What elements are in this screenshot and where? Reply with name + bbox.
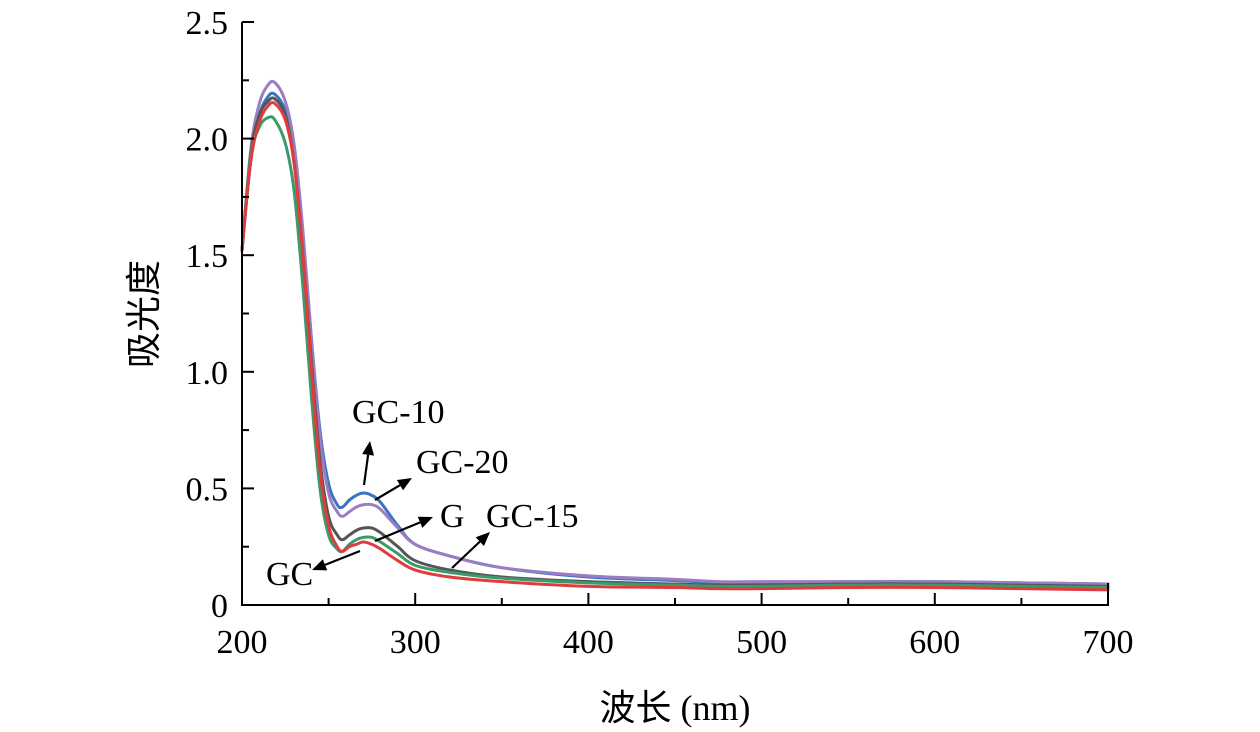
x-tick-label: 200 bbox=[217, 624, 268, 661]
annotation-gc-20-arrow-shaft bbox=[374, 484, 401, 501]
annotation-gc-10-arrow-head bbox=[362, 441, 375, 456]
annotation-gc-arrow-head bbox=[312, 559, 328, 571]
y-tick-label: 1.5 bbox=[186, 238, 229, 275]
annotation-gc-15-label: GC-15 bbox=[486, 498, 579, 535]
annotation-gc-20-label: GC-20 bbox=[416, 444, 509, 481]
y-tick-label: 2.0 bbox=[186, 122, 229, 159]
series-line-gc-20 bbox=[240, 79, 1110, 586]
x-tick-label: 500 bbox=[736, 624, 787, 661]
series-line-gc-15 bbox=[240, 115, 1110, 590]
annotation-layer: GC-10 GC-20 G GC-15 GC bbox=[266, 394, 579, 593]
series-line-gc bbox=[240, 101, 1110, 592]
annotation-gc-label: GC bbox=[266, 556, 313, 593]
x-tick-label: 400 bbox=[563, 624, 614, 661]
annotation-g-arrow-head bbox=[417, 516, 433, 528]
x-tick-label: 300 bbox=[390, 624, 441, 661]
x-tick-label: 700 bbox=[1083, 624, 1134, 661]
y-tick-label: 1.0 bbox=[186, 355, 229, 392]
y-tick-label: 0 bbox=[211, 588, 228, 625]
annotation-g-label: G bbox=[440, 498, 465, 535]
x-axis-label: 波长 (nm) bbox=[600, 688, 751, 728]
series-layer bbox=[240, 79, 1110, 592]
annotation-gc-10-label: GC-10 bbox=[352, 394, 445, 431]
annotation-gc-15-arrow-head bbox=[475, 532, 490, 546]
axis-layer: 波长 (nm) 吸光度 200 300 400 500 600 700 0 0.5 1.0 1.5… bbox=[124, 5, 1134, 728]
series-line-gc-10 bbox=[240, 91, 1110, 586]
annotation-g-arrow-shaft bbox=[374, 521, 421, 543]
annotation-gc-15-arrow-shaft bbox=[451, 540, 481, 569]
series-line-g bbox=[240, 96, 1110, 588]
y-axis-label: 吸光度 bbox=[124, 260, 164, 368]
annotation-gc-20-arrow-head bbox=[396, 478, 412, 491]
y-tick-label: 0.5 bbox=[186, 471, 229, 508]
plot-frame bbox=[241, 22, 1109, 606]
y-tick-label: 2.5 bbox=[186, 5, 229, 42]
x-tick-label: 600 bbox=[909, 624, 960, 661]
annotation-gc-arrow-shaft bbox=[324, 549, 361, 566]
annotation-gc-10-arrow-shaft bbox=[362, 454, 370, 486]
